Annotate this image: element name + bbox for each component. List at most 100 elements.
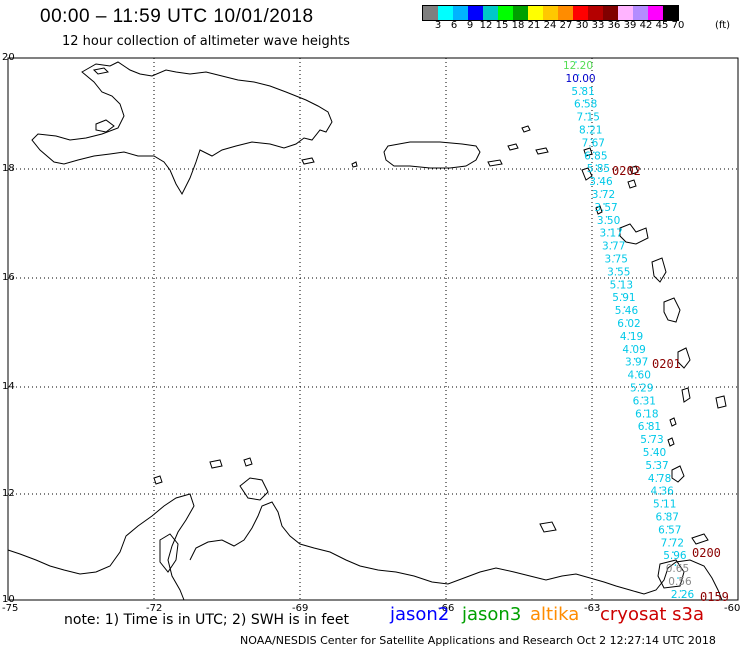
track-point: [651, 448, 654, 450]
wave-height-label: 3.46: [589, 176, 613, 188]
track-point: [656, 474, 659, 476]
color-swatch: [633, 6, 648, 20]
color-scale-tick: 45: [655, 20, 669, 31]
lat-label-10: 10: [2, 594, 15, 605]
color-swatch: [423, 6, 438, 20]
track-point: [661, 499, 664, 502]
color-swatch: [453, 6, 468, 20]
track-point: [644, 409, 646, 412]
color-swatch: [603, 6, 618, 20]
wave-height-label: 6.18: [635, 408, 658, 420]
stkitts-nevis: [581, 167, 593, 181]
color-swatch: [648, 6, 663, 20]
wave-height-label: 7.72: [661, 537, 684, 549]
credit-line: NOAA/NESDIS Center for Satellite Applica…: [240, 634, 716, 647]
track-point: [598, 177, 600, 179]
track-point: [593, 151, 595, 154]
color-swatch: [528, 6, 543, 20]
color-swatch: [543, 6, 558, 20]
track-point: [672, 551, 674, 553]
tortuga-island: [92, 67, 110, 75]
saona-island: [301, 157, 315, 165]
track-point: [669, 538, 672, 541]
montserrat-island: [595, 205, 603, 215]
time-label: 0200: [692, 546, 721, 560]
time-labels: 0202 0201 0200 0159: [612, 164, 729, 604]
color-scale-tick: 24: [543, 20, 557, 31]
stlucia-island: [677, 347, 691, 369]
wave-height-label: 3.97: [625, 357, 648, 369]
wave-height-label: 3.50: [597, 215, 620, 227]
martinique-island: [663, 297, 681, 323]
barbuda-island: [629, 165, 639, 175]
color-swatch: [588, 6, 603, 20]
dominica-island: [651, 257, 667, 283]
legend-jason2: jason2: [390, 604, 450, 625]
wave-height-labels: 12.2010.005.816.587.158.217.676.855.853.…: [563, 60, 695, 601]
hispaniola-coast: [31, 61, 333, 196]
coastlines: [7, 61, 727, 601]
wave-height-label: 3.55: [607, 266, 630, 278]
gonave-island: [95, 119, 115, 133]
barbados-island: [715, 395, 727, 409]
track-point: [633, 357, 636, 360]
track-point: [595, 164, 598, 166]
wave-height-label: 8.21: [579, 125, 602, 137]
track-point: [626, 319, 628, 321]
map-subtitle: 12 hour collection of altimeter wave hei…: [62, 34, 350, 49]
wave-height-label: 4.19: [620, 331, 643, 343]
color-swatch: [663, 6, 678, 20]
south-america-coast: [7, 493, 723, 601]
color-scale-tick: 42: [639, 20, 653, 31]
wave-height-label: 3.17: [599, 228, 622, 240]
wave-height-label: 4.78: [648, 473, 671, 485]
color-scale-bar: [422, 5, 679, 21]
track-point: [605, 216, 608, 218]
lon-label-60: -60: [724, 603, 740, 614]
color-scale-tick: 33: [591, 20, 605, 31]
units-note: note: 1) Time is in UTC; 2) SWH is in fe…: [64, 612, 350, 628]
puerto-rico-coast: [383, 141, 481, 169]
legend-cryosat-s3a: cryosat s3a: [600, 604, 705, 625]
wave-height-label: 3.75: [605, 254, 628, 266]
color-swatch: [618, 6, 633, 20]
color-scale-tick: 15: [495, 20, 509, 31]
color-swatch: [513, 6, 528, 20]
wave-height-label: 0.65: [666, 563, 689, 575]
wave-height-label: 5.40: [643, 447, 666, 459]
map-frame: [7, 57, 739, 601]
color-swatch: [558, 6, 573, 20]
color-swatch: [438, 6, 453, 20]
track-point: [677, 577, 679, 579]
wave-height-label: 10.00: [566, 73, 596, 85]
color-scale-tick: 6: [450, 20, 458, 31]
wave-height-label: 5.46: [615, 305, 639, 317]
color-scale-tick: 9: [466, 20, 474, 31]
color-scale-tick: 36: [607, 20, 621, 31]
color-swatch: [573, 6, 588, 20]
track-point: [580, 87, 582, 89]
track-point: [575, 61, 577, 63]
lat-label-18: 18: [2, 163, 15, 174]
wave-height-label: 4.36: [650, 486, 674, 498]
wave-height-label: 5.11: [653, 499, 676, 511]
lon-label-66: -66: [438, 603, 455, 614]
wave-height-label: 6.58: [574, 99, 597, 111]
grenadines: [667, 417, 677, 447]
color-scale-tick: 18: [511, 20, 525, 31]
wave-height-label: 5.81: [571, 86, 594, 98]
wave-height-label: 2.26: [671, 589, 695, 601]
wave-height-label: 6.31: [633, 395, 656, 407]
wave-height-label: 5.73: [640, 434, 663, 446]
antigua-island: [627, 179, 637, 189]
track-point: [616, 267, 618, 270]
track-point: [628, 332, 631, 334]
map-title: 00:00 – 11:59 UTC 10/01/2018: [40, 6, 314, 27]
track-point: [577, 74, 580, 76]
lat-label-20: 20: [2, 52, 15, 63]
color-swatch: [483, 6, 498, 20]
wave-height-label: 12.20: [563, 60, 593, 72]
tobago-island: [691, 533, 709, 545]
track-point: [618, 280, 621, 283]
